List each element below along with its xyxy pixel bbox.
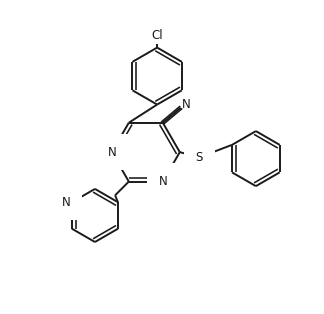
Text: Cl: Cl — [151, 29, 163, 42]
Text: N: N — [182, 98, 191, 111]
Text: N: N — [62, 196, 70, 209]
Text: N: N — [108, 146, 116, 159]
Text: N: N — [158, 175, 167, 188]
Text: S: S — [195, 151, 203, 164]
